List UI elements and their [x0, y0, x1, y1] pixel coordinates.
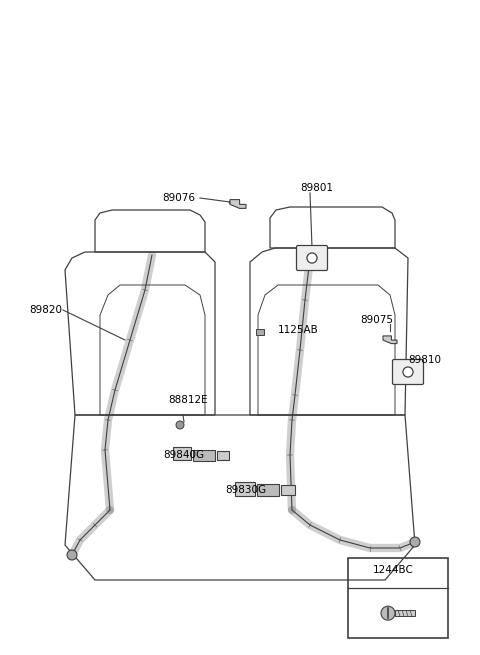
- Text: 1244BC: 1244BC: [372, 565, 413, 575]
- Bar: [217, 451, 229, 460]
- Text: 89801: 89801: [300, 183, 333, 193]
- Text: 89075: 89075: [360, 315, 393, 325]
- Circle shape: [176, 421, 184, 429]
- Circle shape: [307, 253, 317, 263]
- Circle shape: [67, 550, 77, 560]
- Text: 88812E: 88812E: [168, 395, 208, 405]
- Polygon shape: [230, 200, 246, 208]
- FancyBboxPatch shape: [393, 360, 423, 384]
- Circle shape: [381, 606, 395, 620]
- FancyBboxPatch shape: [297, 246, 327, 271]
- Text: 1125AB: 1125AB: [278, 325, 319, 335]
- Circle shape: [410, 537, 420, 547]
- Bar: [395, 610, 415, 616]
- Text: 89820: 89820: [29, 305, 62, 315]
- Bar: [281, 485, 295, 495]
- Polygon shape: [256, 329, 264, 335]
- Text: 89840G: 89840G: [163, 450, 204, 460]
- Bar: [173, 447, 191, 460]
- Text: 89830G: 89830G: [225, 485, 266, 495]
- Bar: [193, 450, 215, 461]
- Polygon shape: [383, 336, 397, 344]
- Circle shape: [403, 367, 413, 377]
- Bar: [235, 482, 255, 496]
- Bar: [348, 558, 448, 638]
- Text: 89076: 89076: [162, 193, 195, 203]
- Text: 89810: 89810: [408, 355, 441, 365]
- Bar: [257, 484, 279, 496]
